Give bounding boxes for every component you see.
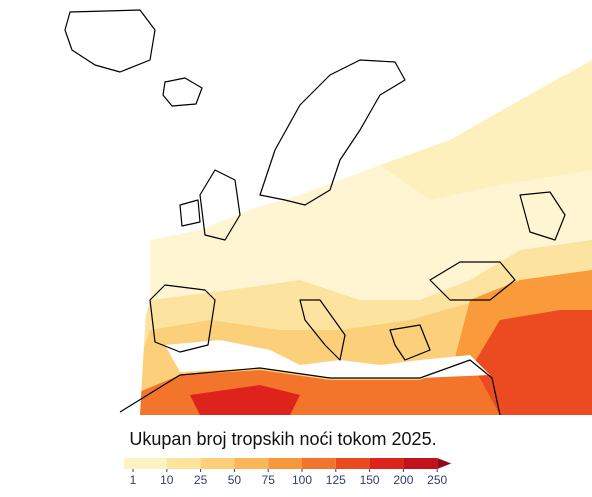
colorbar-segment xyxy=(335,458,370,469)
colorbar-tick-label: 150 xyxy=(360,473,380,487)
colorbar-tick-label: 250 xyxy=(427,473,447,487)
colorbar-tick-label: 50 xyxy=(228,473,242,487)
colorbar-tick-label: 10 xyxy=(160,473,174,487)
colorbar-segment xyxy=(302,458,336,469)
colorbar: 1 10 25 50 75 100 125 150 200 250 xyxy=(124,458,452,487)
colorbar-tick-label: 200 xyxy=(393,473,413,487)
map xyxy=(64,9,592,416)
colorbar-segment xyxy=(200,458,235,469)
colorbar-tick-label: 100 xyxy=(292,473,312,487)
colorbar-tick-label: 75 xyxy=(262,473,276,487)
colorbar-segment xyxy=(234,458,269,469)
colorbar-segment xyxy=(133,458,167,469)
colorbar-arrow xyxy=(437,458,452,469)
colorbar-segment xyxy=(403,458,438,469)
colorbar-segment xyxy=(124,458,133,469)
colorbar-segment xyxy=(166,458,201,469)
colorbar-segment xyxy=(268,458,302,469)
colorbar-tick-label: 25 xyxy=(194,473,208,487)
colorbar-tick-label: 1 xyxy=(130,473,137,487)
colorbar-tick-label: 125 xyxy=(326,473,346,487)
colorbar-segment xyxy=(369,458,404,469)
map-title: Ukupan broj tropskih noći tokom 2025. xyxy=(129,429,436,449)
